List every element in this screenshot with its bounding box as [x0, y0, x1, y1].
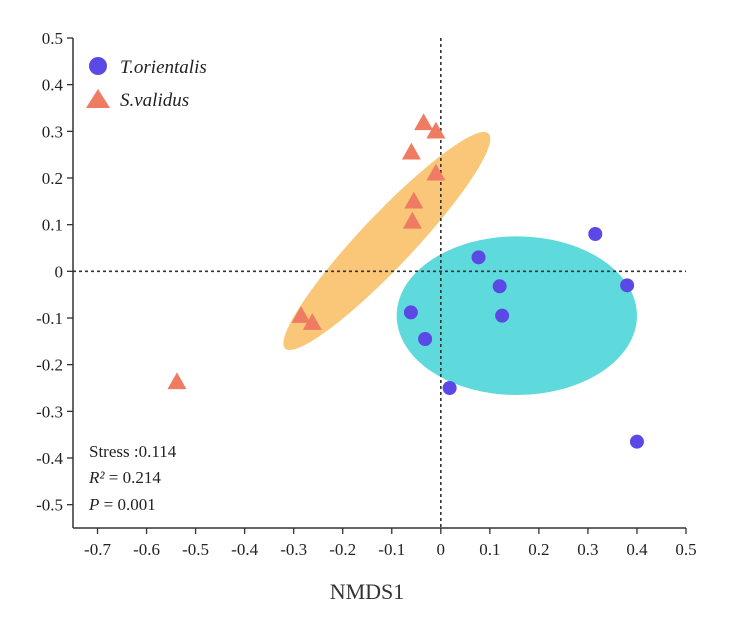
point-s-validus: [291, 306, 311, 323]
point-s-validus: [401, 142, 421, 160]
point-t-orientalis: [588, 227, 603, 241]
legend: T.orientalis S.validus: [86, 57, 207, 111]
point-s-validus: [414, 113, 434, 131]
x-tick-label: -0.4: [231, 540, 258, 559]
points-layer: [167, 113, 644, 449]
x-tick-label: 0.3: [577, 540, 598, 559]
r2-annotation: R² = 0.214: [88, 468, 161, 487]
y-tick-label: -0.1: [36, 309, 63, 328]
y-tick-label: 0.1: [42, 216, 63, 235]
x-tick-label: -0.3: [280, 540, 307, 559]
point-s-validus: [167, 372, 187, 390]
y-tick-label: 0.5: [42, 29, 63, 48]
point-t-orientalis: [442, 381, 457, 395]
point-t-orientalis: [418, 332, 433, 346]
y-tick-label: -0.5: [36, 496, 63, 515]
r2-label: R²: [88, 468, 105, 487]
stress-label: Stress :0.114: [89, 442, 177, 461]
legend-label-t-orientalis: T.orientalis: [120, 57, 207, 78]
legend-marker-s-validus: [86, 89, 110, 108]
stats-annotation: Stress :0.114 R² = 0.214 P = 0.001: [88, 442, 177, 514]
x-tick-label: 0.4: [626, 540, 648, 559]
ellipse-t-orientalis: [396, 236, 637, 395]
legend-marker-t-orientalis: [89, 57, 107, 75]
y-tick-label: -0.2: [36, 356, 63, 375]
y-tick-label: 0: [55, 262, 64, 281]
legend-label-s-validus: S.validus: [120, 90, 189, 111]
x-tick-label: -0.6: [133, 540, 160, 559]
x-tick-label: -0.7: [84, 540, 111, 559]
x-tick-label: 0.5: [675, 540, 696, 559]
point-t-orientalis: [492, 279, 507, 294]
x-tick-label: -0.2: [329, 540, 356, 559]
ellipse-layer: [283, 131, 637, 395]
y-tick-label: 0.2: [42, 169, 63, 188]
r2-value: = 0.214: [104, 468, 161, 487]
x-tick-label: 0.1: [479, 540, 500, 559]
p-value: = 0.001: [99, 495, 155, 514]
p-annotation: P = 0.001: [88, 495, 156, 514]
point-t-orientalis: [620, 278, 635, 293]
point-s-validus: [402, 211, 422, 229]
axes-layer: 0.5 0.4 0.3 0.2 0.1 0 -0.1 -0.2 -0.3 -0.4 -0.5 -0.7…: [36, 29, 697, 559]
point-s-validus: [426, 163, 446, 181]
x-tick-label: 0: [437, 540, 446, 559]
x-tick-label: -0.5: [182, 540, 209, 559]
p-label: P: [88, 495, 99, 514]
point-s-validus: [404, 191, 424, 209]
point-s-validus: [426, 121, 446, 139]
point-t-orientalis: [495, 308, 510, 323]
point-t-orientalis: [403, 305, 418, 320]
y-tick-label: 0.4: [42, 76, 64, 95]
y-tick-label: -0.3: [36, 402, 63, 421]
y-tick-label: 0.3: [42, 122, 63, 141]
point-s-validus: [302, 313, 322, 330]
x-tick-label: 0.2: [528, 540, 549, 559]
point-t-orientalis: [629, 434, 644, 449]
x-tick-label: -0.1: [378, 540, 405, 559]
x-axis-title: NMDS1: [330, 579, 405, 604]
y-tick-label: -0.4: [36, 449, 63, 468]
ellipse-s-validus: [283, 131, 491, 351]
point-t-orientalis: [471, 250, 486, 265]
